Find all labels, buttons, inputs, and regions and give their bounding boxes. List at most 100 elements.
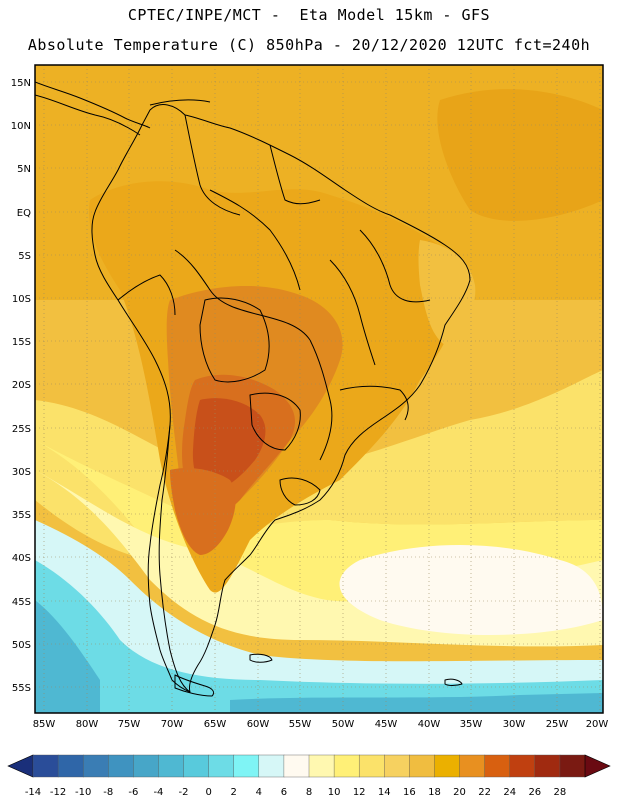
- lon-label: 50W: [332, 719, 355, 730]
- map-frame: [34, 64, 604, 714]
- lat-label: 20S: [12, 380, 31, 391]
- colorbar-cell: [308, 754, 335, 778]
- colorbar-tick-label: 20: [453, 787, 466, 798]
- colorbar-tick-label: 8: [306, 787, 312, 798]
- field-colder-zone: [35, 560, 603, 713]
- lon-label: 60W: [247, 719, 270, 730]
- longitude-axis: 85W 80W 75W 70W 65W 60W 55W 50W 45W 40W …: [33, 719, 609, 730]
- colorbar-cell: [82, 754, 109, 778]
- colorbar-cell: [133, 754, 159, 778]
- colorbar-cell: [434, 754, 461, 778]
- chile-argentina-border: [158, 424, 191, 693]
- brazilian-states-3: [339, 385, 409, 421]
- central-america-coast: [35, 94, 141, 136]
- colorbar-cell: [358, 754, 385, 778]
- field-ne-brazil-cool: [418, 240, 476, 345]
- colorbar-cell: [534, 754, 561, 778]
- colorbar-tick-label: 22: [478, 787, 491, 798]
- lat-label: 15S: [12, 337, 31, 348]
- brazilian-states-1: [329, 259, 376, 366]
- latitude-axis: 15N 10N 5N EQ 5S 10S 15S 20S 25S 30S 35S…: [11, 78, 31, 694]
- lat-label: 35S: [12, 510, 31, 521]
- colorbar-tick-label: 6: [281, 787, 287, 798]
- south-georgia: [444, 678, 463, 686]
- colorbar-tick-label: -4: [153, 787, 163, 798]
- field-coldest-zone: [35, 600, 100, 713]
- field-cold-south: [230, 693, 603, 713]
- lat-label: 40S: [12, 553, 31, 564]
- lon-label: 80W: [76, 719, 99, 730]
- colorbar-cell: [57, 754, 84, 778]
- lon-label: 35W: [460, 719, 483, 730]
- colorbar-cells: [32, 754, 586, 778]
- colorbar: -14 -12 -10 -8 -6 -4 -2 0 2 4 6 8 10 12 14 16 18 20 22 24 26…: [7, 754, 611, 798]
- field-land-hottest: [192, 398, 266, 492]
- field-atlantic-warm: [437, 89, 603, 221]
- lon-label: 65W: [204, 719, 227, 730]
- colorbar-cell: [509, 754, 536, 778]
- lon-label: 75W: [118, 719, 141, 730]
- field-cold-zone: [35, 520, 603, 713]
- lon-label: 55W: [289, 719, 312, 730]
- colorbar-tick-label: -12: [50, 787, 66, 798]
- colorbar-cell: [258, 754, 285, 778]
- colorbar-tick-label: 0: [205, 787, 211, 798]
- temperature-field: [35, 65, 603, 713]
- colorbar-high-arrow: [584, 754, 611, 778]
- colorbar-tick-label: 16: [403, 787, 416, 798]
- lat-label: 10S: [12, 294, 31, 305]
- tierra-del-fuego: [174, 674, 215, 697]
- central-america: [35, 81, 151, 129]
- brazil-border-1: [209, 189, 301, 291]
- colorbar-labels: -14 -12 -10 -8 -6 -4 -2 0 2 4 6 8 10 12 14 16 18 20 22 24 26…: [25, 787, 566, 798]
- lat-label: 25S: [12, 424, 31, 435]
- colorbar-cell: [559, 754, 586, 778]
- graticule: [35, 65, 603, 713]
- colorbar-tick-label: 2: [231, 787, 237, 798]
- falklands: [249, 653, 273, 663]
- lat-label: 30S: [12, 467, 31, 478]
- colorbar-tick-label: 18: [428, 787, 441, 798]
- bolivia-outline: [199, 297, 270, 383]
- map-title: CPTEC/INPE/MCT - Eta Model 15km - GFS: [127, 6, 491, 24]
- colorbar-tick-label: 10: [328, 787, 341, 798]
- colorbar-cell: [208, 754, 235, 778]
- lat-label: 50S: [12, 640, 31, 651]
- lon-label: 85W: [33, 719, 56, 730]
- lat-label: 45S: [12, 597, 31, 608]
- lat-label: 55S: [12, 683, 31, 694]
- colorbar-cell: [384, 754, 410, 778]
- colorbar-tick-label: -2: [179, 787, 189, 798]
- colorbar-tick-label: -14: [25, 787, 41, 798]
- colorbar-tick-label: -6: [128, 787, 138, 798]
- lon-label: 45W: [375, 719, 398, 730]
- guianas-border: [269, 144, 321, 205]
- map-subtitle: Absolute Temperature (C) 850hPa - 20/12/…: [27, 36, 591, 54]
- peru-border: [117, 274, 176, 316]
- colorbar-tick-label: -8: [103, 787, 113, 798]
- brazil-border-2: [174, 249, 311, 341]
- colorbar-cell: [484, 754, 511, 778]
- colorbar-tick-label: 4: [256, 787, 262, 798]
- lon-label: 25W: [546, 719, 569, 730]
- colorbar-tick-label: -10: [75, 787, 91, 798]
- field-argentina-hot: [170, 468, 236, 555]
- lat-label: 5S: [18, 251, 31, 262]
- lon-label: 40W: [418, 719, 441, 730]
- paraguay-outline: [249, 392, 301, 451]
- lon-label: 70W: [161, 719, 184, 730]
- colorbar-tick-label: 14: [378, 787, 391, 798]
- colorbar-cell: [183, 754, 210, 778]
- colorbar-tick-label: 24: [503, 787, 516, 798]
- lat-label: EQ: [17, 208, 31, 219]
- colorbar-cell: [158, 754, 185, 778]
- colorbar-cell: [459, 754, 486, 778]
- colorbar-low-arrow: [7, 754, 34, 778]
- colorbar-tick-label: 12: [353, 787, 366, 798]
- caribbean-coast: [149, 99, 211, 106]
- uruguay-outline: [279, 477, 321, 506]
- brazilian-states-2: [359, 229, 431, 303]
- lat-label: 15N: [11, 78, 31, 89]
- lat-label: 5N: [17, 164, 31, 175]
